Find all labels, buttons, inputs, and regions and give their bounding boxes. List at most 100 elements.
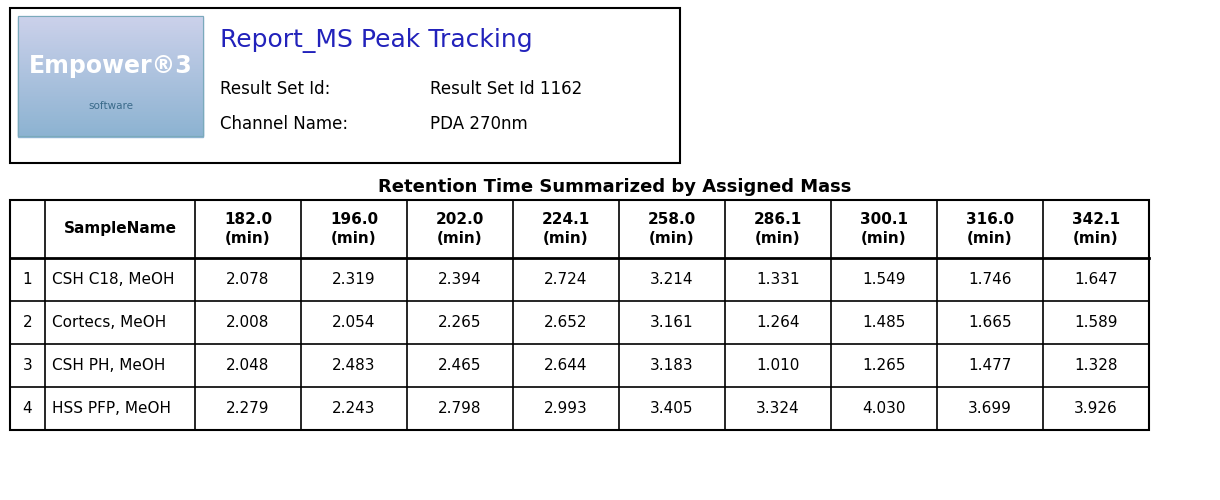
Text: 1.477: 1.477: [969, 358, 1011, 373]
Bar: [18, 113, 203, 114]
Bar: [18, 92, 203, 94]
Text: 3: 3: [23, 358, 33, 373]
Text: 2.319: 2.319: [332, 272, 376, 287]
Bar: [18, 27, 203, 28]
Bar: [18, 131, 203, 132]
Bar: [18, 39, 203, 40]
Bar: [18, 118, 203, 120]
Bar: [18, 37, 203, 38]
Bar: [18, 38, 203, 40]
Text: Result Set Id:: Result Set Id:: [220, 80, 331, 98]
Text: 1.265: 1.265: [863, 358, 905, 373]
Bar: [18, 88, 203, 90]
Bar: [18, 81, 203, 82]
Text: 2.483: 2.483: [332, 358, 376, 373]
Bar: [18, 99, 203, 100]
Text: 3.699: 3.699: [967, 401, 1011, 416]
Bar: [18, 82, 203, 84]
Text: 2.048: 2.048: [227, 358, 270, 373]
Bar: [18, 108, 203, 110]
Text: 258.0
(min): 258.0 (min): [648, 212, 697, 246]
Text: Channel Name:: Channel Name:: [220, 115, 348, 133]
Text: 2.394: 2.394: [438, 272, 482, 287]
Bar: [18, 42, 203, 43]
Bar: [18, 127, 203, 128]
Bar: [18, 69, 203, 70]
Bar: [18, 48, 203, 50]
Bar: [18, 114, 203, 116]
Bar: [18, 90, 203, 92]
Text: 2.465: 2.465: [438, 358, 482, 373]
Bar: [18, 89, 203, 90]
Bar: [18, 93, 203, 94]
Bar: [18, 33, 203, 34]
Bar: [18, 121, 203, 122]
Text: 196.0
(min): 196.0 (min): [329, 212, 378, 246]
Text: 3.161: 3.161: [650, 315, 694, 330]
Bar: [18, 53, 203, 54]
Bar: [18, 65, 203, 66]
Text: 1.328: 1.328: [1075, 358, 1118, 373]
Bar: [18, 49, 203, 50]
Text: 2.265: 2.265: [438, 315, 482, 330]
Text: 224.1
(min): 224.1 (min): [542, 212, 590, 246]
Text: 2.993: 2.993: [544, 401, 588, 416]
Bar: [18, 86, 203, 88]
Text: 1.746: 1.746: [969, 272, 1011, 287]
Text: Empower®3: Empower®3: [28, 54, 193, 78]
Bar: [18, 123, 203, 124]
Text: 1.647: 1.647: [1075, 272, 1118, 287]
Text: 316.0
(min): 316.0 (min): [966, 212, 1014, 246]
Text: 1.485: 1.485: [863, 315, 905, 330]
Text: 2.279: 2.279: [226, 401, 270, 416]
Bar: [18, 132, 203, 134]
Bar: [18, 52, 203, 54]
Text: Report_MS Peak Tracking: Report_MS Peak Tracking: [220, 28, 533, 53]
Bar: [18, 51, 203, 52]
Text: SampleName: SampleName: [63, 222, 177, 236]
Bar: [18, 124, 203, 126]
Bar: [18, 128, 203, 130]
Text: CSH PH, MeOH: CSH PH, MeOH: [52, 358, 166, 373]
Text: software: software: [88, 101, 133, 111]
Bar: [18, 100, 203, 102]
Bar: [18, 84, 203, 86]
Bar: [18, 101, 203, 102]
Bar: [18, 56, 203, 58]
Bar: [18, 64, 203, 66]
Bar: [18, 26, 203, 28]
Bar: [18, 25, 203, 26]
Text: 4: 4: [23, 401, 32, 416]
Bar: [18, 105, 203, 106]
Bar: [18, 66, 203, 68]
Bar: [18, 46, 203, 48]
Bar: [18, 57, 203, 58]
Bar: [18, 34, 203, 35]
Bar: [18, 41, 203, 42]
Bar: [18, 18, 203, 20]
Bar: [18, 72, 203, 74]
Text: 3.324: 3.324: [756, 401, 800, 416]
Bar: [18, 117, 203, 118]
Bar: [18, 28, 203, 29]
Bar: [18, 31, 203, 32]
Bar: [18, 116, 203, 117]
Bar: [18, 35, 203, 36]
Text: 3.405: 3.405: [650, 401, 694, 416]
Bar: [18, 30, 203, 32]
Bar: [18, 59, 203, 60]
Bar: [18, 23, 203, 24]
Text: 1.665: 1.665: [969, 315, 1011, 330]
Bar: [18, 16, 203, 136]
Bar: [10, 8, 680, 163]
Bar: [18, 77, 203, 78]
Bar: [18, 70, 203, 71]
Bar: [18, 44, 203, 46]
Bar: [18, 111, 203, 112]
Bar: [18, 87, 203, 88]
Text: 4.030: 4.030: [863, 401, 905, 416]
Bar: [18, 61, 203, 62]
Bar: [18, 126, 203, 128]
Bar: [18, 73, 203, 74]
Text: 1: 1: [23, 272, 32, 287]
